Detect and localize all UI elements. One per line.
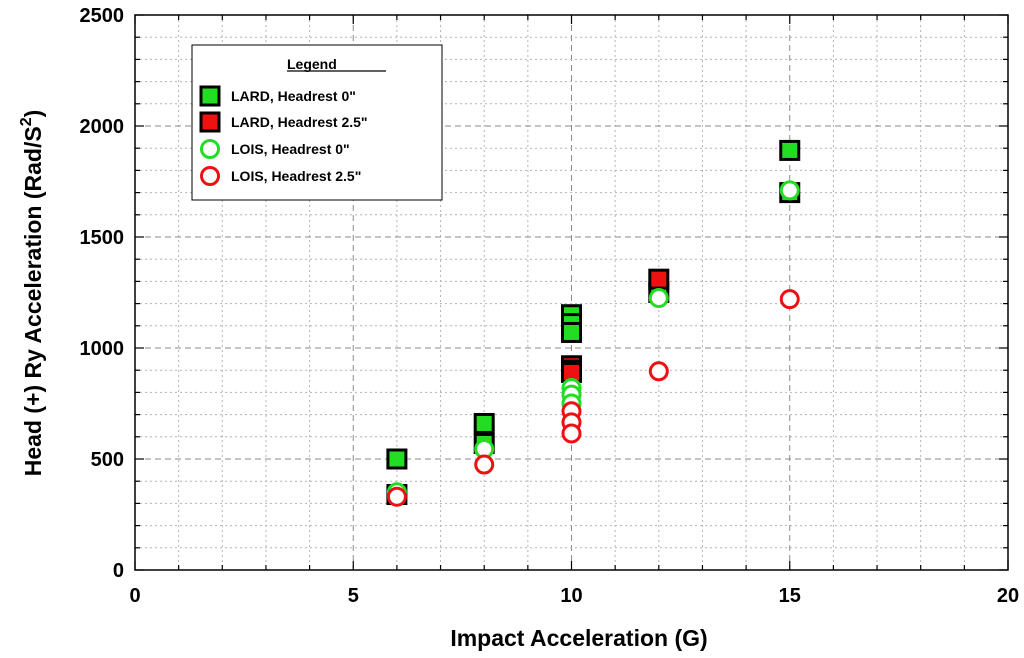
series-4 <box>386 289 800 507</box>
legend-square-marker <box>199 111 221 133</box>
y-tick-label: 2000 <box>80 116 125 138</box>
series-3 <box>386 180 800 503</box>
square-marker <box>386 448 408 470</box>
y-axis-title: Head (+) Ry Acceleration (Rad/S2) <box>18 110 46 477</box>
legend-entry: LOIS, Headrest 0" <box>200 139 350 159</box>
x-axis-title: Impact Acceleration (G) <box>450 625 707 651</box>
circle-marker <box>648 361 669 382</box>
legend-square-marker <box>199 85 221 107</box>
y-tick-label: 1500 <box>80 227 125 249</box>
legend-entry: LARD, Headrest 0" <box>199 85 356 107</box>
legend-label: LOIS, Headrest 0" <box>231 141 350 157</box>
circle-marker <box>474 454 495 475</box>
square-marker <box>779 139 801 161</box>
x-tick-label: 20 <box>997 585 1019 607</box>
series-1 <box>386 139 801 506</box>
circle-marker <box>648 288 669 309</box>
x-tick-label: 0 <box>129 585 140 607</box>
legend-label: LOIS, Headrest 2.5" <box>231 168 361 184</box>
legend-label: LARD, Headrest 2.5" <box>231 114 368 130</box>
legend-entry: LARD, Headrest 2.5" <box>199 111 368 133</box>
y-axis-title-main: Head (+) Ry Acceleration (Rad/S <box>20 126 46 476</box>
legend-entries: LARD, Headrest 0" LARD, Headrest 2.5" LOIS… <box>199 85 368 186</box>
tick-labels: 0 5 10 15 20 0 500 1000 1500 2000 2500 <box>80 5 1020 607</box>
legend-label: LARD, Headrest 0" <box>231 88 356 104</box>
y-axis-title-close: ) <box>20 110 46 118</box>
x-tick-label: 5 <box>348 585 359 607</box>
y-axis-title-superscript: 2 <box>18 117 35 126</box>
y-tick-label: 500 <box>91 449 124 471</box>
circle-marker <box>386 486 407 507</box>
square-marker <box>473 412 495 434</box>
legend-circle-marker <box>200 139 220 159</box>
legend: Legend LARD, Headrest 0" LARD, Headrest 2… <box>191 44 443 201</box>
square-marker <box>561 321 582 343</box>
data-points <box>386 139 801 507</box>
y-tick-label: 0 <box>113 560 124 582</box>
y-tick-label: 1000 <box>80 338 125 360</box>
square-marker <box>648 268 670 290</box>
circle-marker <box>779 289 800 310</box>
legend-entry: LOIS, Headrest 2.5" <box>200 166 361 186</box>
y-tick-label: 2500 <box>80 5 125 27</box>
circle-marker <box>779 180 800 201</box>
x-tick-label: 15 <box>779 585 801 607</box>
x-tick-label: 10 <box>560 585 582 607</box>
plot-frame <box>134 14 1009 571</box>
legend-title: Legend <box>287 56 337 72</box>
legend-circle-marker <box>200 166 220 186</box>
circle-marker <box>561 423 582 444</box>
